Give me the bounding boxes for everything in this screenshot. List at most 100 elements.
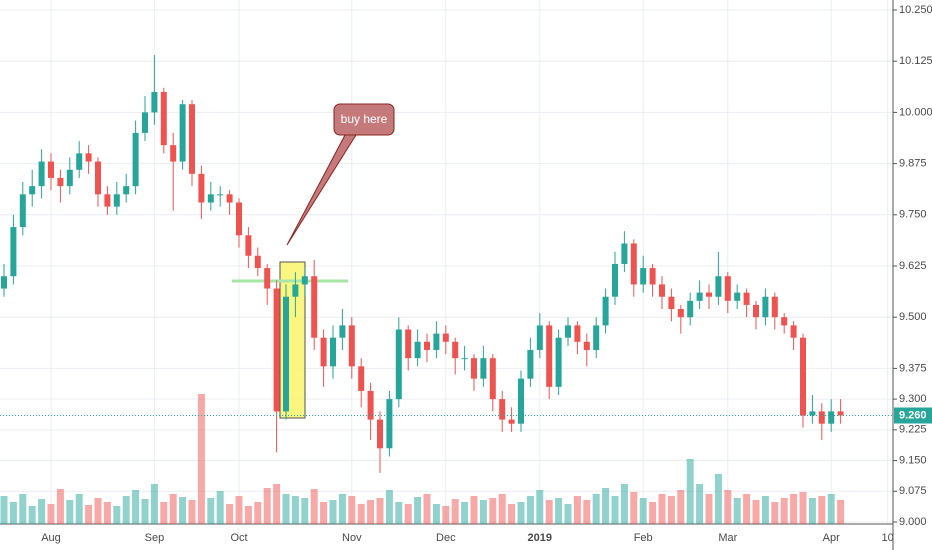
volume-bar [696, 484, 704, 524]
candle-body [85, 153, 92, 162]
y-tick-label: 10.125 [899, 55, 932, 67]
volume-bar [837, 500, 845, 524]
candle-body [301, 276, 308, 285]
candle-body [706, 292, 712, 297]
volume-bar [132, 490, 140, 524]
candle-body [189, 104, 195, 174]
volume-bar [639, 498, 647, 524]
candle-body [160, 91, 167, 146]
candle-body [715, 276, 722, 297]
candle-body [142, 112, 148, 133]
volume-bar [310, 489, 318, 524]
volume-bar [489, 498, 497, 524]
candle-body [236, 202, 242, 236]
volume-bar [291, 496, 299, 524]
y-tick-label: 9.750 [899, 209, 927, 221]
candle-body [649, 268, 656, 285]
volume-bar [442, 506, 450, 524]
candle-body [696, 292, 703, 301]
volume-bar [357, 504, 365, 524]
candle-body [57, 177, 64, 187]
volume-bar [461, 502, 469, 524]
volume-bar [273, 484, 281, 524]
volume-bar [367, 500, 375, 524]
candle-body [414, 341, 421, 359]
volume-bar [0, 496, 8, 524]
volume-bar [226, 504, 234, 524]
candle-body [771, 296, 778, 318]
volume-bar [818, 496, 826, 524]
last-price-label: 9.260 [899, 409, 927, 421]
volume-bar [761, 496, 769, 524]
volume-bar [780, 498, 788, 524]
x-tick-label: Dec [436, 532, 456, 544]
volume-bar [235, 496, 243, 524]
candle-body [320, 337, 327, 367]
x-tick-label: Feb [634, 532, 653, 544]
volume-bar [150, 484, 158, 524]
candle-body [226, 194, 233, 203]
x-tick-label: Apr [823, 532, 840, 544]
volume-bar [649, 502, 657, 524]
candle-body [527, 349, 534, 379]
volume-bar [216, 491, 224, 524]
candle-body [583, 341, 590, 350]
candle-body [170, 145, 177, 162]
volume-bar [197, 394, 205, 524]
candle-body [254, 255, 261, 269]
volume-bar [620, 484, 628, 524]
volume-bar [38, 499, 46, 524]
candle-body [499, 399, 506, 420]
candle-body [283, 296, 289, 412]
candle-body [66, 169, 73, 187]
candle-body [424, 341, 430, 350]
volume-bar [113, 506, 121, 524]
candle-body [358, 366, 365, 391]
candle-body [442, 333, 449, 342]
volume-bar [122, 496, 130, 524]
candle-body [95, 161, 101, 195]
candle-body [818, 411, 825, 424]
volume-bar [667, 496, 675, 524]
y-tick-label: 9.625 [899, 260, 927, 272]
candle-body [311, 276, 318, 338]
volume-bar [705, 494, 713, 524]
candle-body [104, 194, 111, 207]
volume-bar [404, 504, 412, 524]
volume-bar [498, 494, 506, 524]
volume-bar [724, 490, 732, 524]
candle-body [10, 227, 17, 277]
volume-bar [282, 494, 290, 524]
candle-body [593, 325, 600, 350]
y-tick-label: 9.375 [899, 362, 927, 374]
candle-body [724, 276, 731, 301]
x-tick-label: Sep [145, 532, 165, 544]
candle-body [753, 304, 759, 318]
y-tick-label: 9.300 [899, 393, 927, 405]
volume-bar [808, 498, 816, 524]
volume-bar [771, 502, 779, 524]
candle-body [781, 317, 788, 326]
volume-bar [733, 498, 741, 524]
volume-bar [677, 490, 685, 524]
candle-body [48, 161, 54, 178]
callout-pointer [286, 134, 357, 246]
volume-bar [508, 504, 516, 524]
volume-bar [385, 490, 393, 524]
volume-bar [451, 499, 459, 524]
volume-bar [827, 494, 835, 524]
candle-body [330, 337, 336, 367]
volume-bar [207, 498, 215, 524]
volume-bar [56, 489, 64, 524]
candle-body [828, 411, 835, 424]
candle-body [471, 358, 477, 379]
y-tick-label: 9.150 [899, 454, 927, 466]
callout-box [333, 103, 395, 136]
candle-body [123, 186, 130, 195]
candle-body [565, 325, 571, 338]
volume-bar [395, 502, 403, 524]
volume-bar [564, 504, 572, 524]
volume-bar [630, 492, 638, 524]
candle-body [452, 341, 459, 359]
